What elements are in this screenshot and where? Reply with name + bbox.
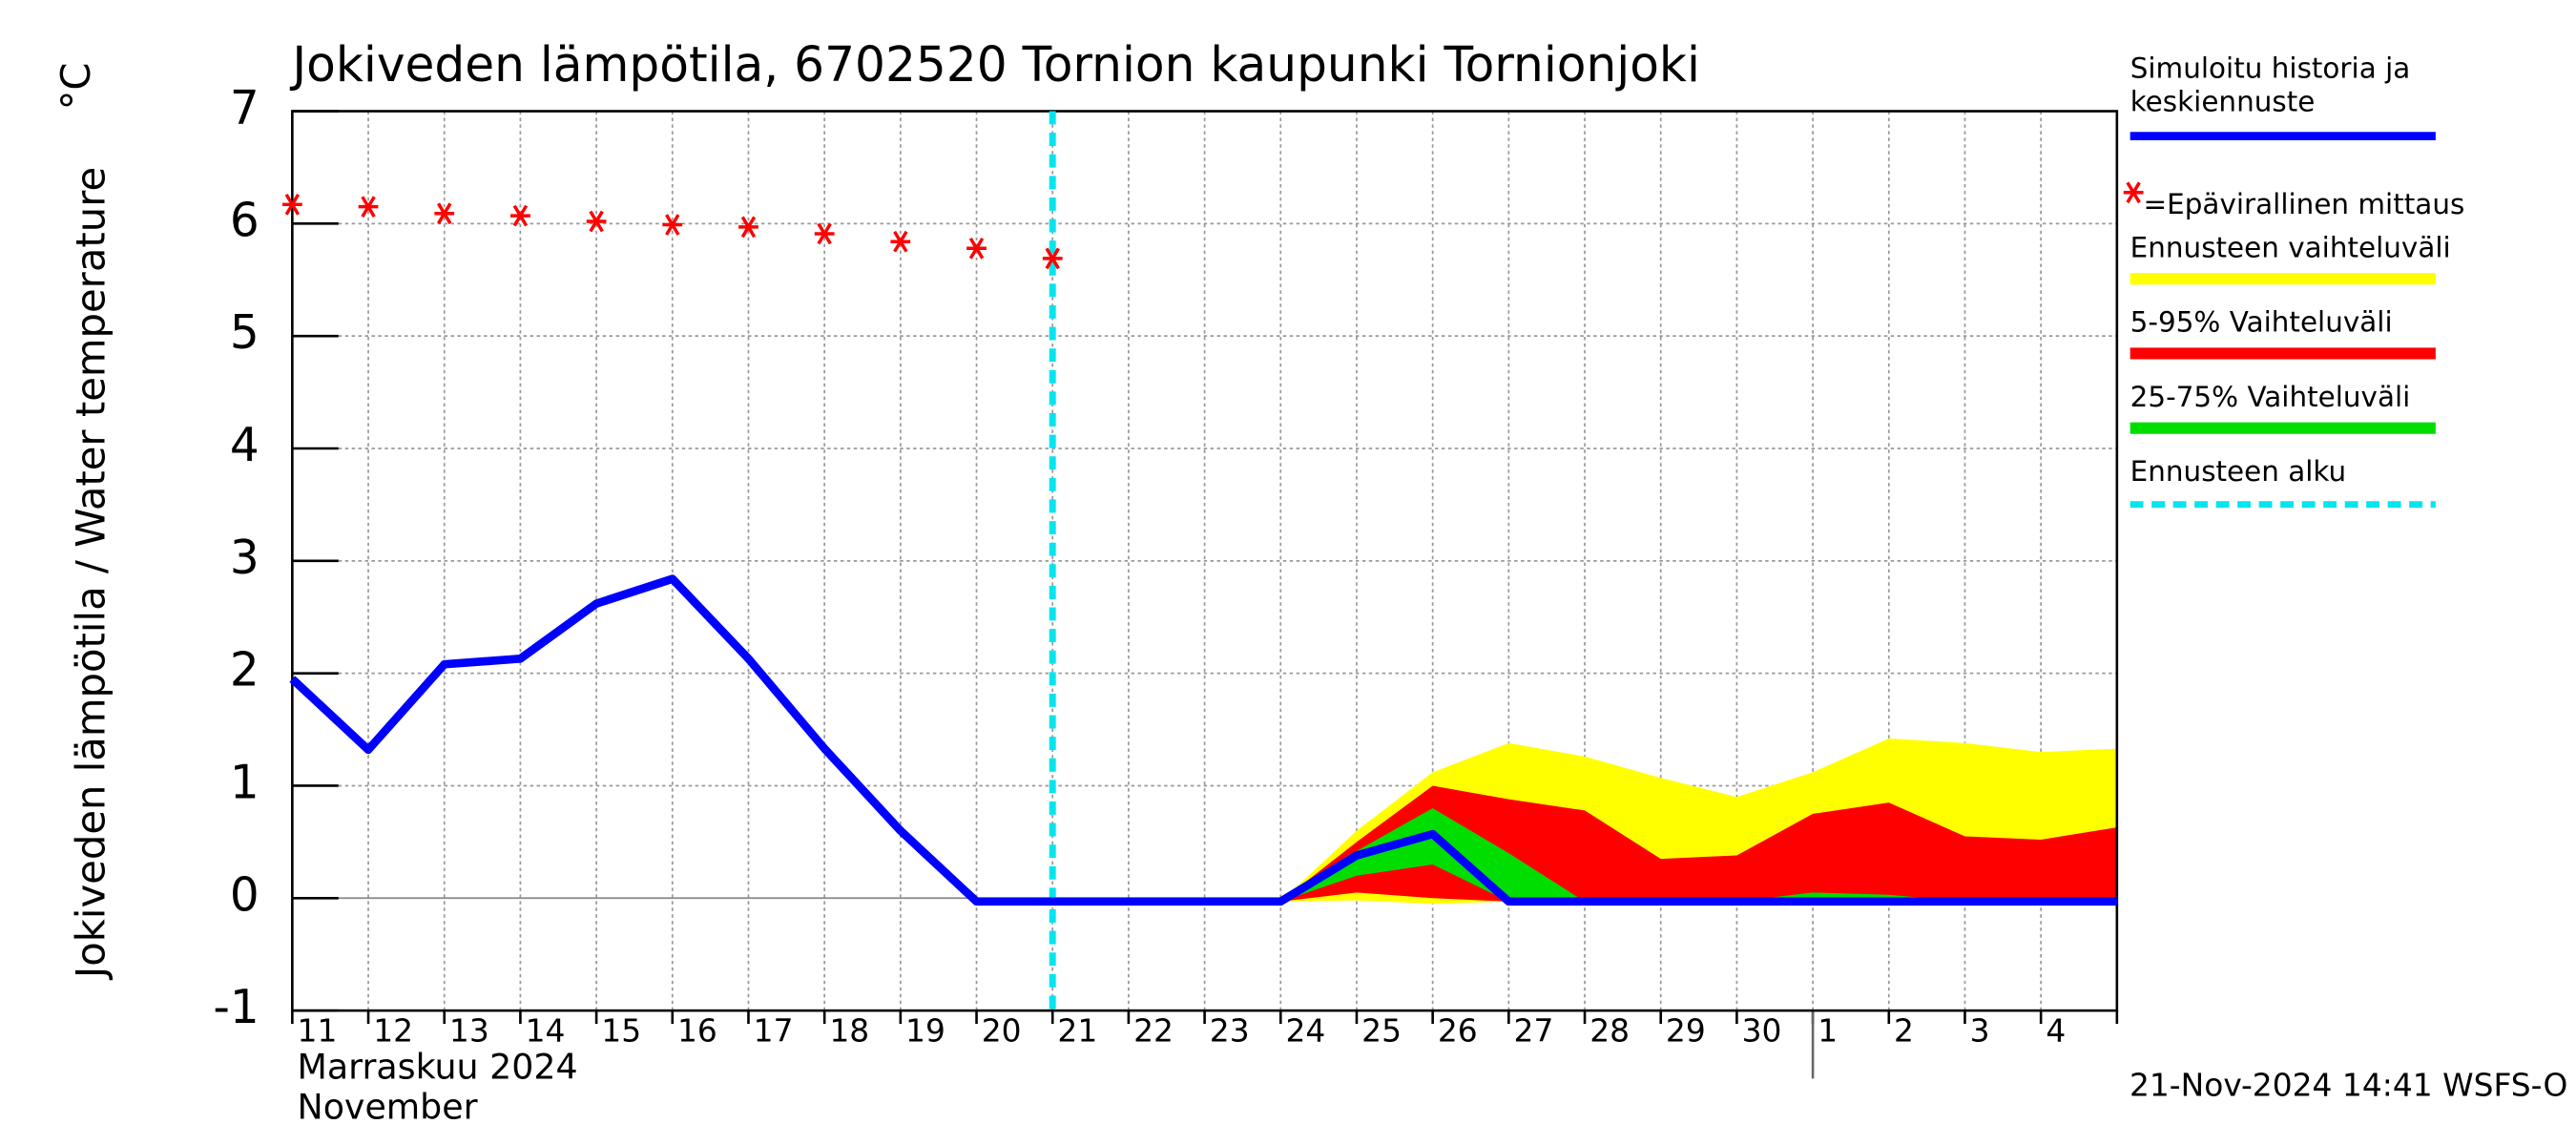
measurement-marker bbox=[890, 230, 911, 253]
y-tick-label: 6 bbox=[230, 194, 260, 247]
legend-label: =Epävirallinen mittaus bbox=[2144, 188, 2465, 220]
measurement-marker bbox=[434, 202, 455, 225]
x-tick-label: 28 bbox=[1589, 1011, 1630, 1049]
forecast-band bbox=[1280, 808, 2117, 902]
y-tick-label: -1 bbox=[213, 981, 259, 1034]
x-tick-label: 19 bbox=[905, 1011, 945, 1049]
x-tick-label: 17 bbox=[754, 1011, 794, 1049]
x-tick-label: 29 bbox=[1666, 1011, 1706, 1049]
x-tick-label: 12 bbox=[373, 1011, 413, 1049]
y-tick-label: 4 bbox=[230, 419, 260, 472]
legend-label: Simuloitu historia ja keskiennuste bbox=[2129, 52, 2411, 120]
x-tick-label: 25 bbox=[1361, 1011, 1402, 1049]
measurement-marker bbox=[966, 237, 987, 260]
x-tick-label: 30 bbox=[1742, 1011, 1782, 1049]
x-tick-label: 4 bbox=[2046, 1011, 2066, 1049]
x-tick-label: 23 bbox=[1210, 1011, 1250, 1049]
y-tick-label: 3 bbox=[230, 531, 260, 585]
y-tick-label: 2 bbox=[230, 644, 260, 697]
x-tick-label: 20 bbox=[982, 1011, 1022, 1049]
measurement-marker bbox=[738, 216, 758, 239]
measurement-marker bbox=[662, 214, 683, 236]
y-tick-label: 1 bbox=[230, 756, 260, 809]
x-tick-label: 26 bbox=[1438, 1011, 1478, 1049]
footer: 21-Nov-2024 14:41 WSFS-O bbox=[2129, 1067, 2567, 1104]
measurement-marker bbox=[586, 210, 607, 233]
measurement-marker bbox=[358, 196, 379, 219]
x-tick-label: 22 bbox=[1133, 1011, 1174, 1049]
x-tick-label: 1 bbox=[1818, 1011, 1838, 1049]
measurement-marker bbox=[814, 222, 835, 245]
x-tick-label: 13 bbox=[449, 1011, 489, 1049]
y-axis-label: Jokiveden lämpötila / Water temperature bbox=[68, 167, 114, 981]
legend-label: Ennusteen alku bbox=[2130, 455, 2347, 488]
legend-label: Ennusteen vaihteluväli bbox=[2130, 231, 2451, 263]
data-line bbox=[289, 574, 2117, 906]
measurement-marker bbox=[2123, 181, 2144, 204]
x-axis-label: November bbox=[298, 1086, 478, 1127]
x-tick-label: 11 bbox=[298, 1011, 338, 1049]
x-tick-label: 27 bbox=[1514, 1011, 1554, 1049]
legend-label: 5-95% Vaihteluväli bbox=[2130, 306, 2393, 339]
y-tick-label: 7 bbox=[230, 81, 260, 135]
x-tick-label: 21 bbox=[1057, 1011, 1097, 1049]
x-tick-label: 24 bbox=[1285, 1011, 1325, 1049]
measurement-marker bbox=[510, 204, 530, 227]
x-tick-label: 15 bbox=[601, 1011, 641, 1049]
plot-frame bbox=[291, 110, 2119, 1012]
x-tick-label: 3 bbox=[1970, 1011, 1990, 1049]
x-axis-label: Marraskuu 2024 bbox=[298, 1046, 578, 1087]
chart-title: Jokiveden lämpötila, 6702520 Tornion kau… bbox=[289, 36, 1700, 93]
measurement-marker bbox=[281, 193, 302, 216]
x-tick-label: 14 bbox=[526, 1011, 566, 1049]
y-tick-label: 0 bbox=[230, 868, 260, 922]
legend-label-box: Simuloitu historia ja keskiennuste bbox=[2129, 52, 2411, 120]
x-tick-label: 18 bbox=[829, 1011, 869, 1049]
legend-label: 25-75% Vaihteluväli bbox=[2130, 381, 2411, 413]
y-axis-unit: °C bbox=[52, 62, 99, 110]
x-tick-label: 16 bbox=[677, 1011, 717, 1049]
measurement-marker bbox=[1042, 247, 1063, 270]
x-tick-label: 2 bbox=[1894, 1011, 1914, 1049]
y-tick-label: 5 bbox=[230, 306, 260, 360]
